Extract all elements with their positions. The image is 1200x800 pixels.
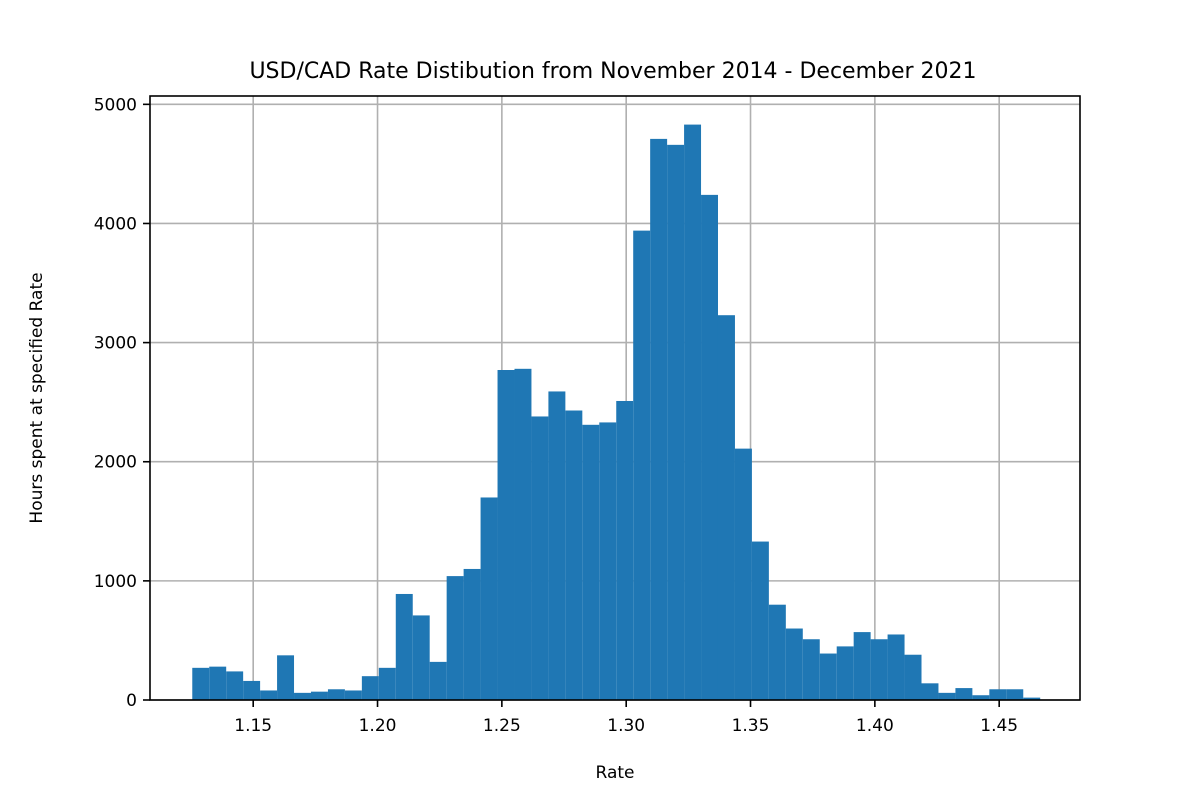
histogram-bar bbox=[633, 230, 651, 700]
histogram-bar bbox=[734, 448, 752, 700]
histogram-bar bbox=[836, 646, 854, 700]
histogram-bar bbox=[717, 315, 735, 700]
x-axis-label: Rate bbox=[596, 763, 635, 783]
histogram-bar bbox=[294, 692, 311, 700]
y-tick-label: 0 bbox=[126, 691, 137, 711]
histogram-bar bbox=[192, 667, 210, 700]
plot-frame bbox=[149, 95, 1081, 701]
histogram-bar bbox=[582, 424, 600, 700]
histogram-bar bbox=[226, 671, 244, 700]
histogram-bar bbox=[243, 680, 261, 700]
histogram-bar bbox=[514, 368, 532, 700]
histogram-bar bbox=[1006, 689, 1024, 700]
histogram-bar bbox=[989, 689, 1007, 700]
y-tick-label: 5000 bbox=[94, 95, 137, 115]
chart-title: USD/CAD Rate Distibution from November 2… bbox=[249, 59, 976, 84]
histogram-bar bbox=[819, 653, 837, 700]
histogram-bar bbox=[378, 667, 396, 700]
y-tick-label: 2000 bbox=[94, 453, 137, 473]
histogram-bar bbox=[616, 400, 634, 700]
histogram-bar bbox=[785, 628, 803, 700]
x-tick-label: 1.30 bbox=[607, 716, 645, 736]
histogram-bar bbox=[446, 576, 464, 700]
histogram-bar bbox=[921, 683, 939, 700]
histogram-bar bbox=[480, 497, 498, 700]
y-tick-label: 1000 bbox=[94, 572, 137, 592]
histogram-bar bbox=[1023, 697, 1041, 700]
histogram-bar bbox=[870, 639, 888, 700]
histogram-bar bbox=[887, 634, 905, 700]
y-tick-label: 4000 bbox=[94, 214, 137, 234]
x-tick-label: 1.15 bbox=[234, 716, 272, 736]
histogram-bar bbox=[310, 691, 328, 700]
histogram-bar bbox=[904, 654, 922, 700]
histogram-bar bbox=[751, 541, 769, 700]
axis-ticks: 1.15 1.20 1.25 1.30 1.35 1.40 1.45 0 1000 2000 300… bbox=[94, 95, 1018, 736]
histogram-bar bbox=[209, 666, 227, 700]
histogram-bar bbox=[599, 422, 617, 700]
histogram-bar bbox=[277, 655, 295, 700]
histogram-bar bbox=[548, 391, 566, 700]
histogram-bar bbox=[395, 593, 413, 700]
histogram-bar bbox=[361, 676, 379, 700]
x-tick-label: 1.35 bbox=[732, 716, 770, 736]
x-tick-label: 1.20 bbox=[359, 716, 397, 736]
histogram-bar bbox=[565, 410, 583, 700]
histogram-bar bbox=[531, 416, 549, 700]
histogram-bar bbox=[327, 689, 345, 700]
histogram-bars bbox=[192, 124, 1041, 700]
histogram-bar bbox=[650, 138, 668, 700]
x-tick-label: 1.40 bbox=[856, 716, 894, 736]
histogram-bar bbox=[853, 632, 871, 700]
x-tick-label: 1.45 bbox=[980, 716, 1018, 736]
y-tick-label: 3000 bbox=[94, 334, 137, 354]
histogram-bar bbox=[344, 690, 362, 700]
histogram-bar bbox=[701, 194, 718, 700]
histogram-bar bbox=[802, 639, 820, 700]
histogram-bar bbox=[955, 688, 973, 700]
histogram-bar bbox=[260, 690, 278, 700]
histogram-bar bbox=[429, 661, 447, 700]
histogram-bar bbox=[463, 568, 481, 700]
histogram-bar bbox=[972, 695, 990, 700]
y-axis-label: Hours spent at specified Rate bbox=[27, 272, 47, 523]
histogram-bar bbox=[497, 370, 515, 700]
x-tick-label: 1.25 bbox=[483, 716, 521, 736]
histogram-bar bbox=[412, 615, 430, 700]
histogram-bar bbox=[938, 692, 956, 700]
histogram-bar bbox=[667, 144, 685, 700]
histogram-bar bbox=[768, 604, 786, 700]
histogram-bar bbox=[684, 124, 702, 700]
